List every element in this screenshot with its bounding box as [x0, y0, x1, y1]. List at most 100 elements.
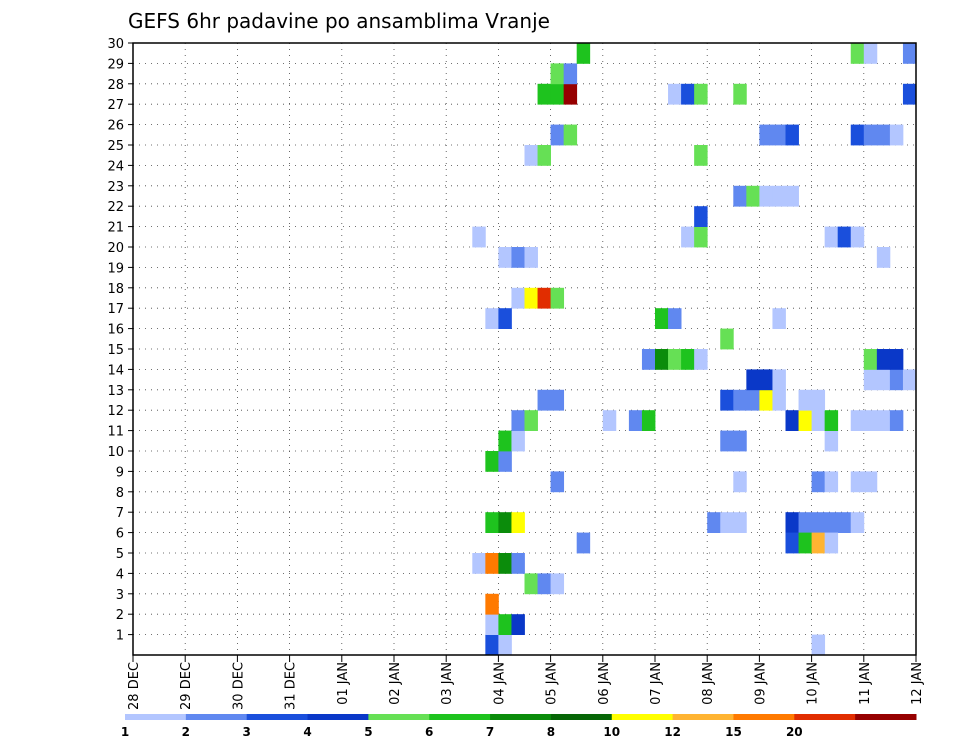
heatmap-cell [694, 226, 708, 248]
colorbar-label: 2 [182, 725, 190, 739]
y-tick-label: 17 [107, 302, 124, 317]
heatmap-cell [694, 349, 708, 370]
heatmap-cell [733, 83, 747, 105]
heatmap-cell [824, 410, 839, 431]
y-tick-label: 12 [107, 404, 124, 419]
x-tick-label: 11 JAN [858, 662, 873, 705]
heatmap-cell [550, 389, 565, 411]
heatmap-cell [694, 206, 708, 227]
heatmap-cell [485, 451, 499, 472]
cells-layer [472, 43, 917, 656]
heatmap-cell [498, 451, 512, 472]
heatmap-cell [733, 185, 747, 207]
heatmap-cell [694, 83, 708, 105]
heatmap-cell [889, 349, 904, 370]
heatmap-cell [876, 349, 891, 370]
heatmap-cell [850, 512, 865, 533]
heatmap-cell [902, 83, 917, 105]
colorbar-segment [246, 714, 309, 720]
heatmap-cell [772, 124, 786, 146]
colorbar-label: 8 [547, 725, 555, 739]
heatmap-cell [863, 349, 878, 370]
y-tick-label: 30 [107, 37, 124, 52]
heatmap-cell [824, 532, 839, 554]
heatmap-cell [824, 512, 839, 533]
heatmap-cell [524, 573, 538, 595]
heatmap-cell [889, 410, 904, 431]
heatmap-cell [498, 614, 512, 635]
heatmap-cell [785, 512, 799, 533]
heatmap-cell [837, 512, 852, 533]
x-tick-label: 01 JAN [336, 662, 351, 705]
x-tick-label: 04 JAN [492, 662, 507, 705]
heatmap-cell [733, 471, 747, 493]
y-tick-label: 16 [107, 323, 124, 338]
heatmap-cell [759, 185, 773, 207]
heatmap-cell [850, 226, 865, 248]
heatmap-cell [537, 389, 551, 411]
heatmap-cell [563, 83, 578, 105]
heatmap-cell [576, 532, 591, 554]
x-tick-label: 28 DEC [127, 662, 142, 710]
heatmap-cell [550, 63, 565, 85]
x-tick-label: 03 JAN [440, 662, 455, 705]
heatmap-cell [511, 553, 525, 574]
heatmap-cell [668, 83, 682, 105]
y-tick-label: 11 [107, 425, 124, 440]
heatmap-cell [655, 349, 669, 370]
heatmap-cell [550, 83, 565, 105]
heatmap-cell [511, 287, 525, 309]
colorbar-segment [611, 714, 674, 720]
x-axis: 28 DEC 29 DEC 30 DEC 31 DEC 01 JAN 02 JAN 03 J… [127, 655, 925, 710]
heatmap-cell [811, 389, 826, 411]
heatmap-cell [668, 349, 682, 370]
heatmap-cell [837, 226, 852, 248]
heatmap-cell [889, 124, 904, 146]
y-tick-label: 4 [116, 567, 124, 582]
heatmap-cell [811, 634, 826, 656]
heatmap-cell [720, 512, 734, 533]
heatmap-cell [811, 471, 826, 493]
colorbar-label: 5 [364, 725, 372, 739]
x-tick-label: 29 DEC [179, 662, 194, 710]
heatmap-cell [759, 124, 773, 146]
x-tick-label: 06 JAN [597, 662, 612, 705]
y-axis: 1234567891011121314151617181920212223242… [107, 37, 133, 644]
heatmap-cell [850, 471, 865, 493]
colorbar-segment [429, 714, 491, 720]
heatmap-cell [876, 247, 891, 268]
heatmap-cell [524, 410, 538, 431]
heatmap-cell [485, 553, 499, 574]
x-tick-label: 10 JAN [806, 662, 821, 705]
heatmap-cell [668, 308, 682, 329]
heatmap-cell [537, 573, 551, 595]
heatmap-cell [811, 512, 826, 533]
heatmap-cell [811, 532, 826, 554]
heatmap-cell [824, 226, 839, 248]
colorbar: 1 2 3 4 5 6 7 8 10 12 15 20 [121, 714, 917, 739]
heatmap-cell [537, 145, 551, 166]
heatmap-cell [472, 553, 486, 574]
heatmap-cell [863, 369, 878, 391]
heatmap-cell [511, 512, 525, 533]
colorbar-label: 7 [486, 725, 494, 739]
colorbar-segment [550, 714, 613, 720]
colorbar-segment [307, 714, 369, 720]
y-tick-label: 22 [107, 200, 124, 215]
heatmap-cell [863, 471, 878, 493]
y-tick-label: 23 [107, 180, 124, 195]
heatmap-cell [576, 43, 591, 64]
heatmap-cell [785, 410, 799, 431]
heatmap-cell [902, 369, 917, 391]
heatmap-cell [524, 247, 538, 268]
heatmap-cell [876, 410, 891, 431]
y-tick-label: 15 [107, 343, 124, 358]
heatmap-cell [772, 185, 786, 207]
heatmap-cell [550, 124, 565, 146]
x-tick-label: 08 JAN [701, 662, 716, 705]
heatmap-cell [876, 124, 891, 146]
colorbar-segment [125, 714, 187, 720]
y-tick-label: 21 [107, 221, 124, 236]
colorbar-segment [368, 714, 430, 720]
colorbar-label: 10 [603, 725, 620, 739]
